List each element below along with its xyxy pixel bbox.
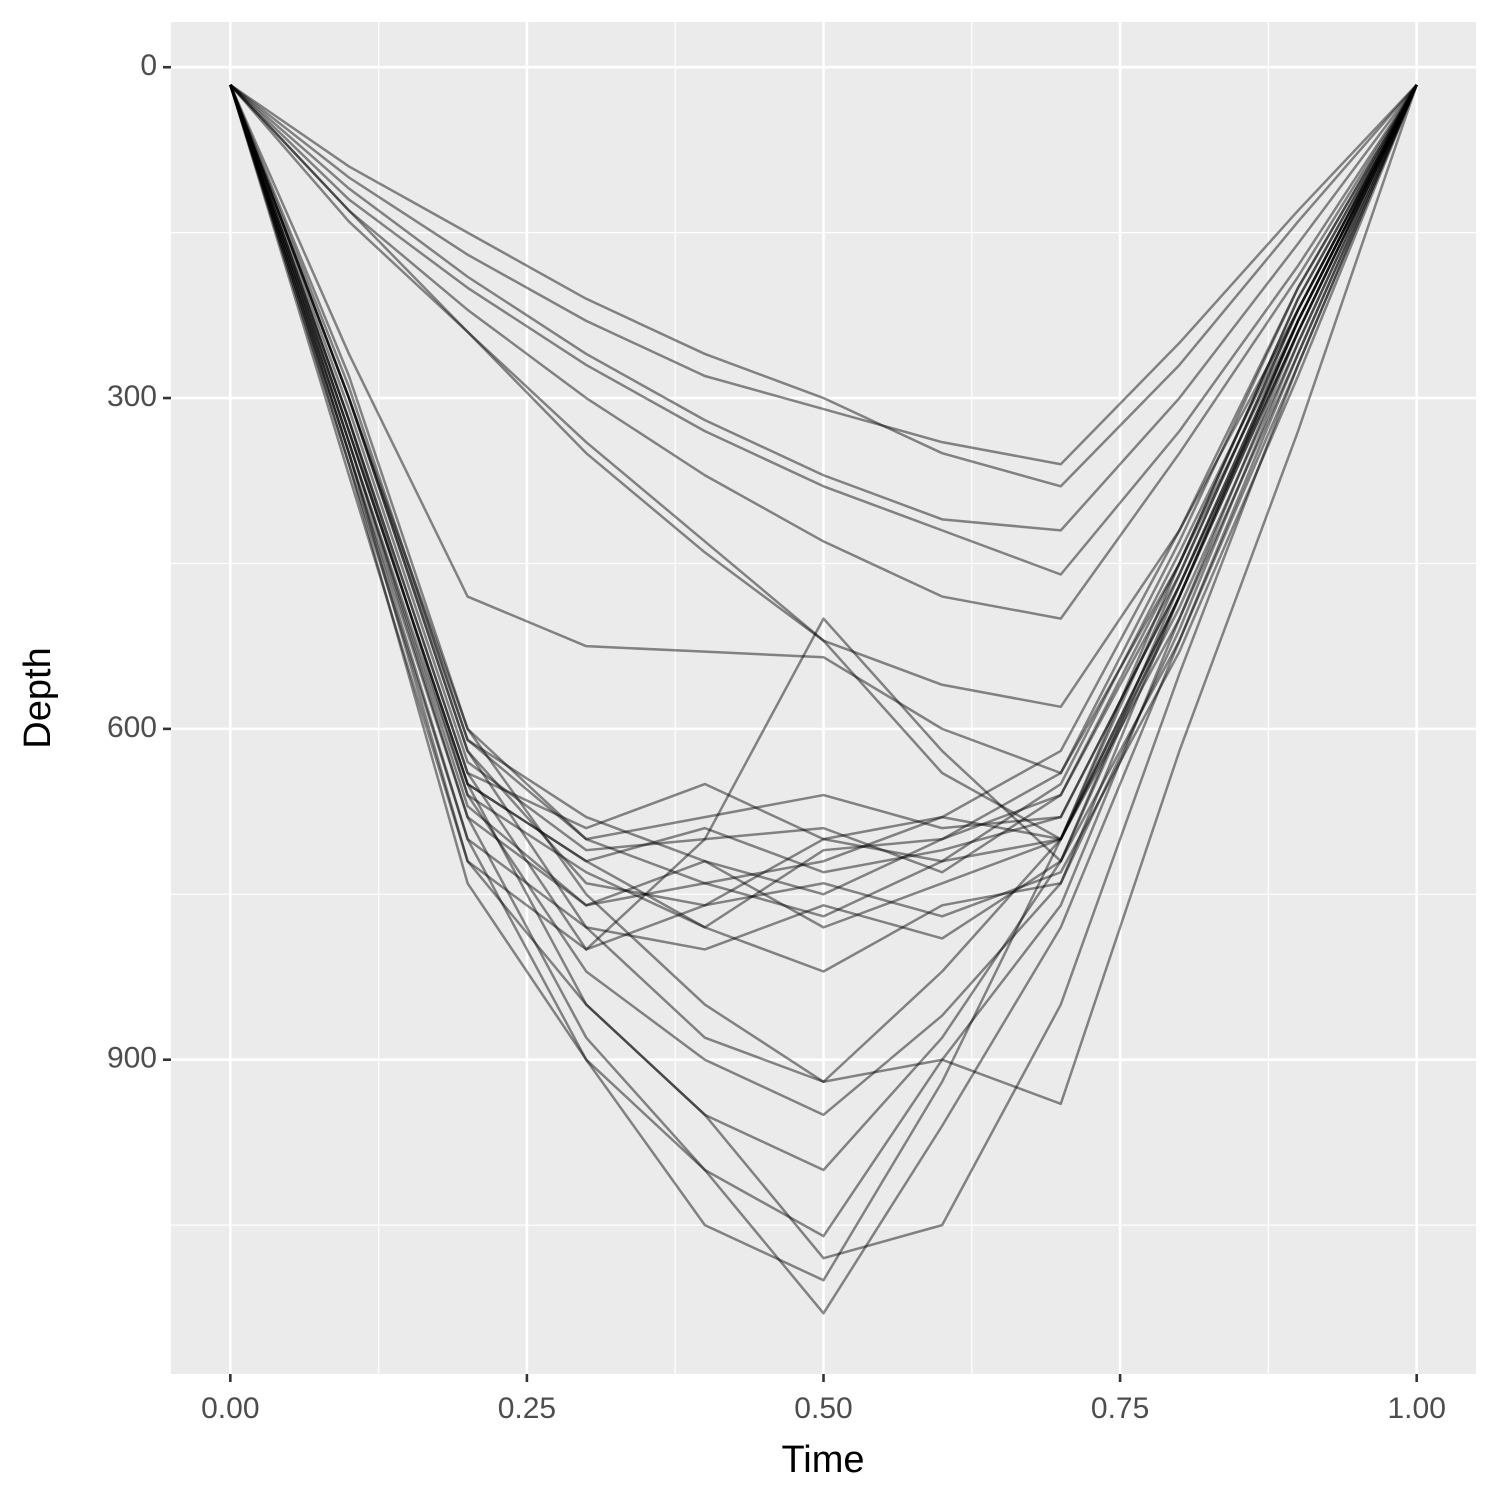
x-tick-label: 0.75 <box>1091 1392 1149 1425</box>
series-line <box>229 84 1418 1172</box>
series-line <box>229 84 1418 874</box>
x-tick-label: 0.50 <box>794 1392 852 1425</box>
x-tick-label: 0.00 <box>201 1392 259 1425</box>
series-line <box>229 84 1418 841</box>
series-line <box>229 84 1418 841</box>
series-line <box>229 84 1418 907</box>
x-tick-label: 0.25 <box>498 1392 556 1425</box>
series-line <box>229 83 1418 488</box>
series-line <box>229 84 1418 1315</box>
y-tick-label: 900 <box>107 1042 157 1075</box>
series-line <box>229 84 1418 951</box>
y-tick-label: 300 <box>107 380 157 413</box>
series-line <box>229 84 1418 775</box>
series-line <box>229 84 1418 929</box>
series-line <box>229 84 1418 1282</box>
series-line <box>229 84 1418 951</box>
series-line <box>229 84 1418 1084</box>
series-line <box>229 84 1418 620</box>
series-line <box>229 84 1418 885</box>
series-line <box>229 83 1418 466</box>
y-tick-label: 600 <box>107 711 157 744</box>
series-line <box>229 84 1418 841</box>
series-line <box>229 84 1418 874</box>
y-tick-label: 0 <box>140 49 157 82</box>
series-line <box>229 84 1418 918</box>
x-tick-label: 1.00 <box>1387 1392 1445 1425</box>
series-line <box>229 83 1418 576</box>
series-line <box>229 84 1418 1106</box>
series-line <box>229 84 1418 929</box>
series-line <box>229 84 1418 973</box>
series-line <box>229 84 1418 1238</box>
series-line <box>229 84 1418 951</box>
series-line <box>229 84 1418 896</box>
series-line <box>229 84 1418 1260</box>
series-line <box>229 84 1418 709</box>
x-axis-title: Time <box>781 1439 864 1481</box>
y-axis-title: Depth <box>17 647 59 748</box>
series-line <box>229 84 1418 1117</box>
series-line <box>229 83 1418 532</box>
